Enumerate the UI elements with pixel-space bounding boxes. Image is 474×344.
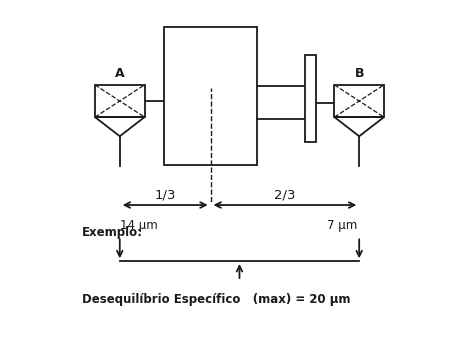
Text: 2/3: 2/3 bbox=[274, 188, 296, 201]
Text: 7 μm: 7 μm bbox=[327, 219, 357, 233]
Polygon shape bbox=[335, 117, 384, 136]
Bar bbox=[164, 27, 257, 165]
Bar bbox=[95, 85, 145, 117]
Text: B: B bbox=[355, 67, 364, 80]
Text: A: A bbox=[115, 67, 125, 80]
Text: Exemplo:: Exemplo: bbox=[82, 226, 143, 239]
Text: Desequilíbrio Específico   (max) = 20 μm: Desequilíbrio Específico (max) = 20 μm bbox=[82, 292, 350, 305]
Text: 1/3: 1/3 bbox=[155, 188, 176, 201]
Polygon shape bbox=[95, 117, 145, 136]
Text: 14 μm: 14 μm bbox=[120, 219, 157, 233]
Bar bbox=[335, 85, 384, 117]
Bar bbox=[305, 55, 316, 142]
